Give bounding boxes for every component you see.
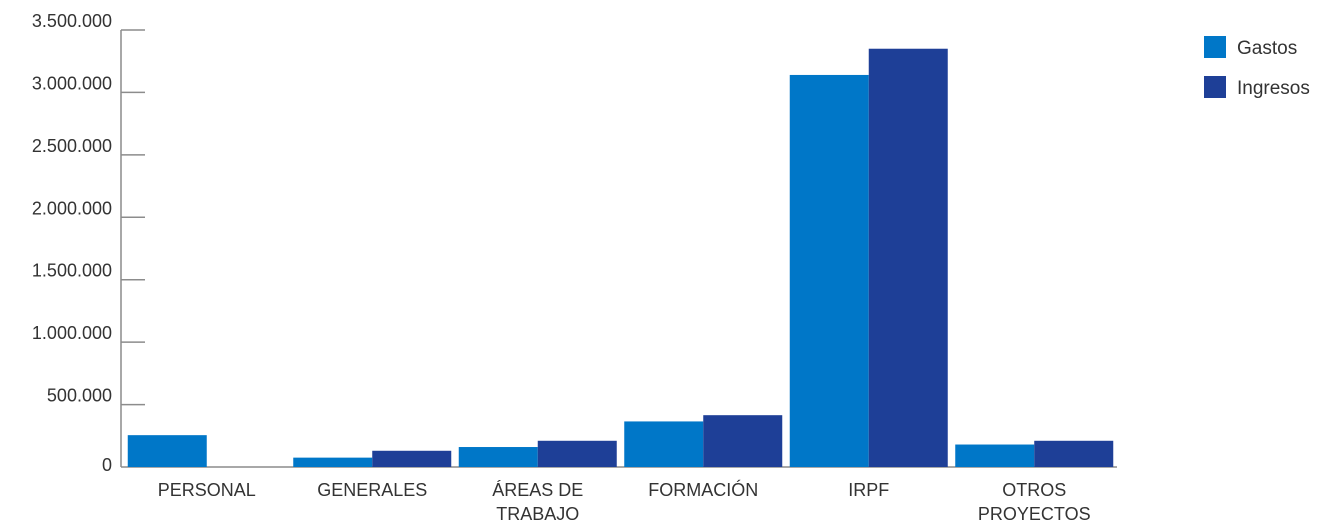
bar-gastos xyxy=(293,457,373,467)
x-tick-label: GENERALES xyxy=(317,480,427,500)
x-tick-label-line: GENERALES xyxy=(317,480,427,500)
x-tick-label: ÁREAS DE TRABAJO xyxy=(492,480,583,524)
x-tick-label-line: OTROS xyxy=(1002,480,1066,500)
bar-ingresos xyxy=(868,48,948,467)
bar-gastos xyxy=(955,444,1035,467)
y-axis-ticks: 0 500.000 1.000.000 1.500.000 2.000.000 2.500… xyxy=(32,11,145,475)
x-tick-label-line: IRPF xyxy=(848,480,889,500)
x-axis-labels: PERSONAL GENERALES ÁREAS DE TRABAJO FORMACIÓ… xyxy=(158,479,1091,524)
bar-ingresos xyxy=(703,415,783,467)
y-tick-label: 3.000.000 xyxy=(32,73,112,93)
y-tick-label: 0 xyxy=(102,455,112,475)
y-tick-label: 2.000.000 xyxy=(32,198,112,218)
bars xyxy=(127,48,1114,467)
legend-swatch-gastos xyxy=(1204,36,1226,58)
y-tick-label: 2.500.000 xyxy=(32,136,112,156)
axes xyxy=(120,30,1117,468)
y-tick-label: 1.500.000 xyxy=(32,261,112,281)
x-tick-label: PERSONAL xyxy=(158,480,256,500)
x-tick-label-line: PROYECTOS xyxy=(978,504,1091,524)
bar-gastos xyxy=(458,447,538,467)
x-tick-label-line: FORMACIÓN xyxy=(648,479,758,500)
x-tick-label: FORMACIÓN xyxy=(648,479,758,500)
bar-ingresos xyxy=(1034,440,1114,467)
legend-label-ingresos: Ingresos xyxy=(1237,78,1310,99)
legend: Gastos Ingresos xyxy=(1204,36,1310,99)
bar-ingresos xyxy=(537,440,617,467)
x-tick-label-line: ÁREAS DE xyxy=(492,480,583,500)
y-tick-label: 3.500.000 xyxy=(32,11,112,31)
bar-gastos xyxy=(789,74,869,467)
legend-label-gastos: Gastos xyxy=(1237,38,1297,59)
bar-gastos xyxy=(624,421,704,467)
x-tick-label: IRPF xyxy=(848,480,889,500)
y-tick-label: 1.000.000 xyxy=(32,323,112,343)
bar-gastos xyxy=(127,435,207,467)
x-tick-label-line: TRABAJO xyxy=(496,504,579,524)
bar-ingresos xyxy=(372,450,452,467)
x-tick-label-line: PERSONAL xyxy=(158,480,256,500)
legend-swatch-ingresos xyxy=(1204,76,1226,98)
x-tick-label: OTROS PROYECTOS xyxy=(978,480,1091,524)
y-tick-label: 500.000 xyxy=(47,386,112,406)
